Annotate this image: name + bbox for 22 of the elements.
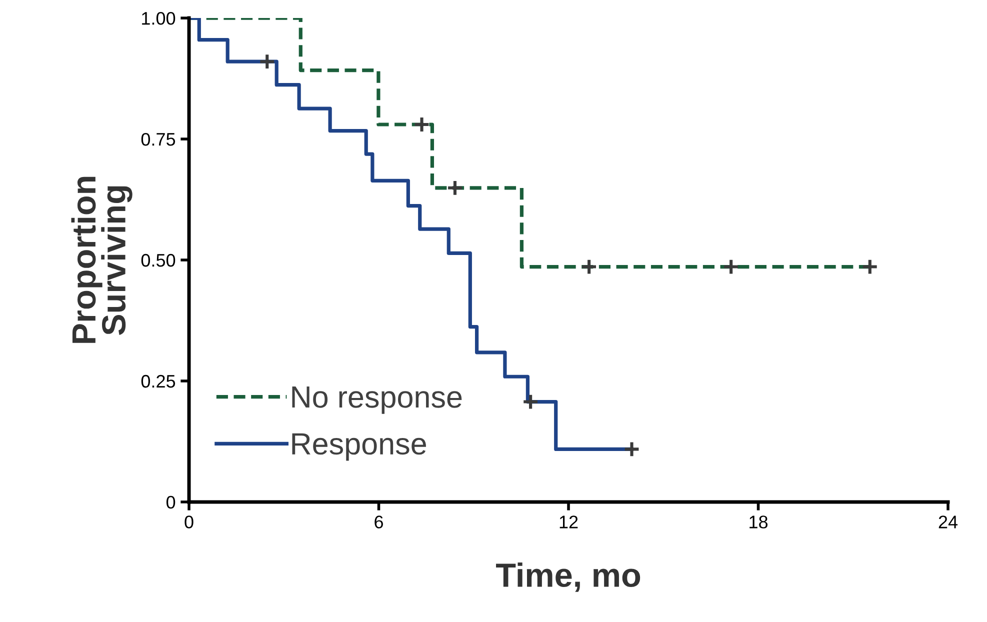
point: [722, 258, 740, 276]
point: [623, 440, 640, 458]
y-tick-label: 1.00: [142, 12, 176, 25]
y-axis-title: Proportion Surviving: [71, 176, 132, 343]
x-tick-label: 12: [560, 516, 578, 528]
y-tick-label: 0.75: [141, 132, 176, 146]
point: [522, 393, 540, 410]
x-tick-label: 6: [374, 516, 383, 528]
legend-label: Response: [292, 433, 426, 461]
y-tick-label: 0: [166, 496, 176, 509]
y-tick-label: 0.50: [141, 254, 176, 267]
x-tick-label: 0: [184, 516, 194, 528]
x-axis-title: Time, mo: [496, 562, 640, 592]
x-tick-label: 24: [938, 516, 958, 528]
point: [413, 116, 430, 133]
point: [446, 179, 464, 196]
point: [258, 53, 276, 70]
y-tick-label: 0.25: [141, 374, 176, 388]
point: [861, 258, 878, 276]
legend-label: No response: [292, 386, 462, 414]
point: [580, 258, 598, 276]
x-tick-label: 18: [750, 516, 768, 528]
